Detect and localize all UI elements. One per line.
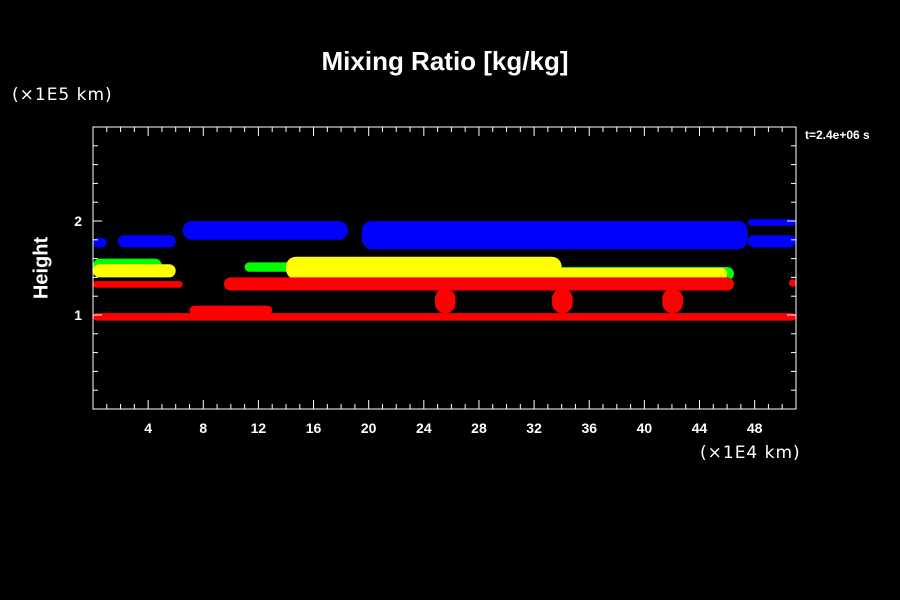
data-region-2 (183, 221, 348, 240)
x-tick-label: 16 (306, 420, 322, 436)
data-region-13 (224, 277, 734, 290)
x-tick-label: 32 (526, 420, 542, 436)
data-region-18 (552, 289, 573, 313)
data-region-12 (93, 281, 183, 288)
y-tick-label: 2 (74, 213, 82, 229)
x-tick-label: 20 (361, 420, 377, 436)
data-region-16 (189, 306, 272, 315)
y-tick-label: 1 (74, 307, 82, 323)
x-tick-label: 24 (416, 420, 432, 436)
data-region-14 (789, 279, 796, 287)
data-region-19 (662, 289, 683, 313)
data-region-3 (362, 221, 748, 249)
x-tick-label: 36 (581, 420, 597, 436)
data-region-9 (93, 264, 176, 277)
x-tick-label: 4 (144, 420, 152, 436)
x-tick-label: 28 (471, 420, 487, 436)
data-region-5 (748, 219, 796, 226)
x-tick-label: 40 (637, 420, 653, 436)
x-tick-label: 12 (251, 420, 267, 436)
data-region-17 (435, 289, 456, 313)
x-tick-label: 44 (692, 420, 708, 436)
data-region-10 (286, 257, 562, 280)
data-region-1 (118, 235, 176, 247)
x-tick-label: 8 (199, 420, 207, 436)
data-region-4 (748, 235, 796, 247)
x-tick-label: 48 (747, 420, 763, 436)
